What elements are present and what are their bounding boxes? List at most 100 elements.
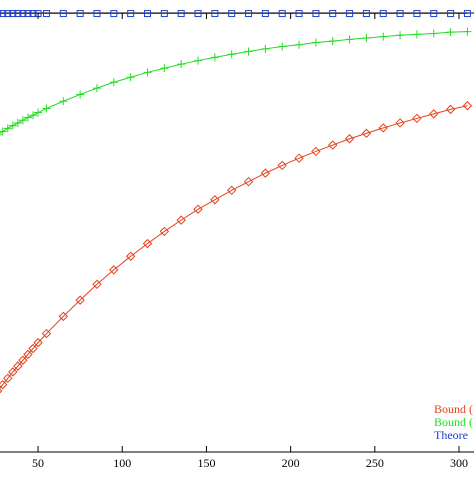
marker: [0, 127, 7, 136]
marker: [396, 10, 404, 18]
marker: [260, 168, 271, 178]
marker: [14, 10, 22, 18]
marker: [126, 73, 135, 82]
marker: [396, 31, 405, 40]
marker: [430, 10, 438, 18]
marker: [75, 295, 85, 305]
marker: [226, 185, 237, 195]
marker: [59, 97, 68, 106]
marker: [345, 35, 354, 44]
marker: [194, 56, 203, 65]
marker: [58, 311, 69, 322]
marker: [210, 195, 220, 205]
x-tick-label: 150: [197, 456, 215, 470]
marker: [228, 10, 236, 18]
marker: [395, 118, 405, 128]
marker: [18, 116, 27, 125]
marker: [244, 47, 253, 56]
marker: [59, 10, 67, 18]
marker: [177, 60, 186, 69]
marker: [328, 37, 337, 46]
marker: [3, 373, 13, 384]
marker: [23, 349, 33, 360]
marker: [0, 379, 8, 390]
marker: [177, 10, 185, 18]
legend-label: Bound (: [434, 415, 473, 429]
marker: [379, 10, 387, 18]
marker: [29, 10, 37, 18]
x-tick-label: 100: [113, 456, 131, 470]
marker: [34, 108, 43, 117]
marker: [109, 78, 118, 87]
marker: [42, 10, 50, 18]
marker: [362, 10, 370, 18]
marker: [24, 10, 32, 18]
marker: [142, 238, 153, 249]
marker: [429, 29, 438, 38]
marker: [19, 10, 27, 18]
marker: [0, 388, 3, 394]
marker: [462, 101, 473, 111]
marker: [144, 10, 152, 18]
marker: [33, 337, 43, 348]
marker: [176, 215, 186, 225]
marker: [23, 113, 32, 122]
marker: [193, 204, 203, 214]
marker: [312, 10, 320, 18]
marker: [210, 53, 219, 62]
marker: [463, 27, 472, 36]
marker: [344, 134, 355, 144]
marker: [278, 42, 287, 51]
marker: [294, 153, 304, 163]
legend-label: Bound (: [434, 402, 473, 416]
marker: [277, 160, 287, 171]
marker: [413, 10, 421, 18]
marker: [28, 343, 38, 354]
marker: [160, 10, 168, 18]
marker: [245, 10, 253, 18]
plot-area: [0, 10, 473, 394]
marker: [379, 32, 388, 41]
marker: [311, 38, 320, 47]
marker: [4, 10, 12, 18]
marker: [447, 10, 455, 18]
x-tick-label: 250: [366, 456, 384, 470]
marker: [328, 140, 338, 150]
marker: [261, 44, 270, 53]
series-line: [0, 105, 468, 389]
marker: [329, 10, 337, 18]
marker: [110, 10, 118, 18]
marker: [13, 118, 22, 127]
marker: [446, 28, 455, 37]
marker: [227, 50, 236, 59]
marker: [159, 226, 170, 237]
marker: [261, 10, 269, 18]
marker: [3, 124, 12, 133]
marker: [194, 10, 202, 18]
x-tick-label: 200: [282, 456, 300, 470]
marker: [311, 146, 321, 157]
marker: [361, 128, 372, 139]
marker: [8, 121, 17, 130]
marker: [18, 355, 28, 365]
marker: [346, 10, 354, 18]
marker: [9, 10, 17, 18]
marker: [29, 111, 38, 120]
x-tick-label: 300: [450, 456, 468, 470]
x-tick-label: 50: [32, 456, 44, 470]
marker: [378, 123, 388, 133]
marker: [0, 134, 2, 136]
marker: [76, 10, 84, 18]
marker: [125, 251, 136, 261]
marker: [412, 113, 422, 124]
marker: [429, 109, 439, 119]
marker: [0, 10, 7, 18]
series-line: [0, 31, 468, 134]
marker: [445, 104, 456, 115]
marker: [92, 84, 101, 93]
marker: [143, 68, 152, 77]
legend-label: Theore: [434, 428, 468, 442]
marker: [362, 33, 371, 42]
marker: [295, 40, 304, 49]
